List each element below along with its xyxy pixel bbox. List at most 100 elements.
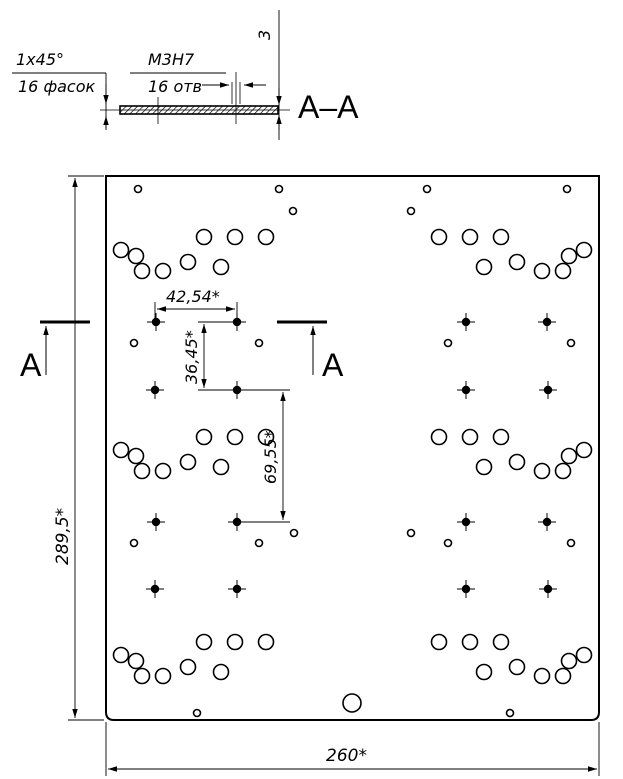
mounting-hole [133,667,151,685]
mounting-hole [575,241,593,259]
cut-mark-left-label: A [20,347,42,383]
mounting-hole [492,428,510,446]
small-hole [406,206,416,216]
mounting-hole [461,633,479,651]
mounting-hole [475,663,493,681]
mounting-hole [179,253,197,271]
mounting-hole [461,228,479,246]
threaded-hole [539,381,557,399]
center-hole [342,693,362,713]
hole-count-label: 16 отв [148,77,202,96]
mounting-hole [154,262,172,280]
mounting-hole [212,663,230,681]
mounting-hole [195,428,213,446]
dim-hole-spacing-y-large-label: 69,55* [261,430,280,484]
mounting-hole [560,247,578,265]
mounting-hole [179,453,197,471]
dim-hole-spacing-x-label: 42,54* [166,287,220,306]
small-hole [129,538,139,548]
mounting-hole [508,253,526,271]
mounting-hole [226,633,244,651]
mounting-hole [212,258,230,276]
dim-overall-width-label: 260* [326,746,367,766]
cut-mark-left: A [20,320,90,383]
mounting-hole [575,441,593,459]
mounting-hole [154,667,172,685]
mounting-hole [154,462,172,480]
small-hole [254,338,264,348]
thread-spec-label: M3H7 [148,50,195,69]
threaded-hole [228,580,246,598]
threaded-hole [538,513,556,531]
mounting-hole [112,646,130,664]
section-title: A–A [298,89,359,125]
mounting-hole [554,262,572,280]
dim-overall-height-label: 289,5* [53,508,73,565]
mounting-hole [508,453,526,471]
dim-hole-spacing-y-large: 69,55* [242,389,290,523]
mounting-hole [430,228,448,246]
dim-hole-spacing-y-small-label: 36,45* [182,330,201,384]
threaded-hole [457,513,475,531]
mounting-hole [257,633,275,651]
small-hole [562,184,572,194]
mounting-hole [492,633,510,651]
small-hole [133,184,143,194]
threaded-hole [538,313,556,331]
dim-hole-spacing-y-small: 36,45* [182,321,232,391]
mounting-hole [179,658,197,676]
section-view: 1x45° 16 фасок M3H7 16 отв 3 A–A [12,10,359,140]
cut-mark-right: A [277,320,344,383]
mounting-hole [430,633,448,651]
mounting-hole [533,667,551,685]
threaded-hole [146,580,164,598]
mounting-hole [533,462,551,480]
small-hole [406,528,416,538]
mounting-hole [195,633,213,651]
threaded-hole [457,381,475,399]
mounting-hole [560,652,578,670]
mounting-hole [133,262,151,280]
chamfer-count-label: 16 фасок [18,77,96,96]
dim-overall-height: 289,5* [53,175,104,721]
mounting-hole [212,458,230,476]
mounting-hole [257,228,275,246]
small-hole [443,338,453,348]
mounting-hole [461,428,479,446]
threaded-hole [457,580,475,598]
mounting-hole [127,447,145,465]
dim-hole-spacing-x: 42,54* [154,287,238,318]
small-hole [566,338,576,348]
mounting-hole [127,247,145,265]
small-hole [566,538,576,548]
mounting-hole [475,258,493,276]
dim-overall-width: 260* [105,722,600,776]
mounting-hole [112,441,130,459]
mounting-hole [226,428,244,446]
small-hole [129,338,139,348]
threaded-hole [147,313,165,331]
mounting-hole [430,428,448,446]
cut-mark-right-label: A [322,347,344,383]
small-hole [274,184,284,194]
mounting-hole [508,658,526,676]
mounting-hole [112,241,130,259]
threaded-hole [539,580,557,598]
mounting-hole [533,262,551,280]
small-hole [288,206,298,216]
small-hole [505,708,515,718]
small-hole [254,538,264,548]
small-hole [422,184,432,194]
mounting-hole [195,228,213,246]
mounting-hole [127,652,145,670]
mounting-hole [475,458,493,476]
threaded-hole [147,513,165,531]
plan-view: A A 42,54* 36,45* 69 [20,175,600,776]
mounting-hole [560,447,578,465]
threaded-hole [146,381,164,399]
mounting-hole [554,462,572,480]
small-hole [289,528,299,538]
small-hole [192,708,202,718]
plate-outline [105,175,600,721]
